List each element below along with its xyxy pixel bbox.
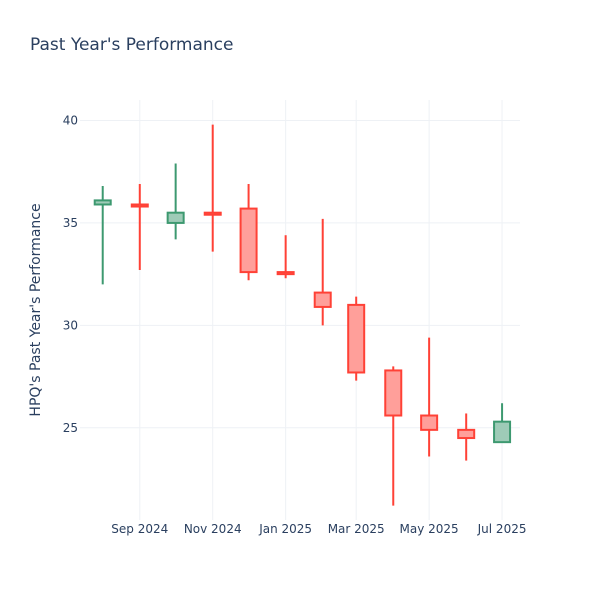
y-tick-label: 25	[63, 421, 78, 435]
x-tick-label: Sep 2024	[111, 522, 168, 536]
candle-body	[93, 199, 112, 206]
candle-body	[313, 291, 332, 308]
y-tick-labels: 25 30 35 40	[63, 113, 78, 434]
candle-body	[166, 211, 185, 224]
candle	[384, 366, 403, 506]
candle	[347, 296, 366, 381]
candle	[93, 186, 112, 285]
candle-body	[239, 207, 258, 274]
candle	[493, 403, 512, 444]
x-tick-label: Jan 2025	[258, 522, 312, 536]
candle-body	[347, 303, 366, 374]
x-tick-labels: Sep 2024 Nov 2024 Jan 2025 Mar 2025 May 2025…	[111, 522, 526, 536]
x-tick-label: Jul 2025	[477, 522, 527, 536]
candle	[166, 163, 185, 240]
candle-body	[130, 203, 149, 208]
candle	[130, 184, 149, 271]
candle	[420, 337, 439, 457]
chart-title: Past Year's Performance	[30, 35, 234, 55]
candle-body	[384, 369, 403, 417]
x-tick-label: Nov 2024	[184, 522, 242, 536]
candle-body	[276, 271, 295, 276]
candle	[276, 235, 295, 279]
x-tick-label: Mar 2025	[328, 522, 385, 536]
candle-body	[420, 414, 439, 431]
y-axis-label: HPQ's Past Year's Performance	[28, 203, 44, 416]
candle	[457, 413, 476, 461]
candle-body	[457, 428, 476, 440]
candles	[93, 124, 512, 506]
y-tick-label: 35	[63, 216, 78, 230]
y-tick-label: 30	[63, 318, 78, 332]
candle	[239, 184, 258, 281]
x-tick-label: May 2025	[400, 522, 459, 536]
candle-body	[203, 211, 222, 216]
x-gridlines	[139, 100, 503, 520]
candle-body	[493, 420, 512, 444]
y-tick-label: 40	[63, 113, 78, 127]
candle	[313, 218, 332, 326]
y-gridlines	[80, 119, 520, 429]
candle	[203, 124, 222, 252]
